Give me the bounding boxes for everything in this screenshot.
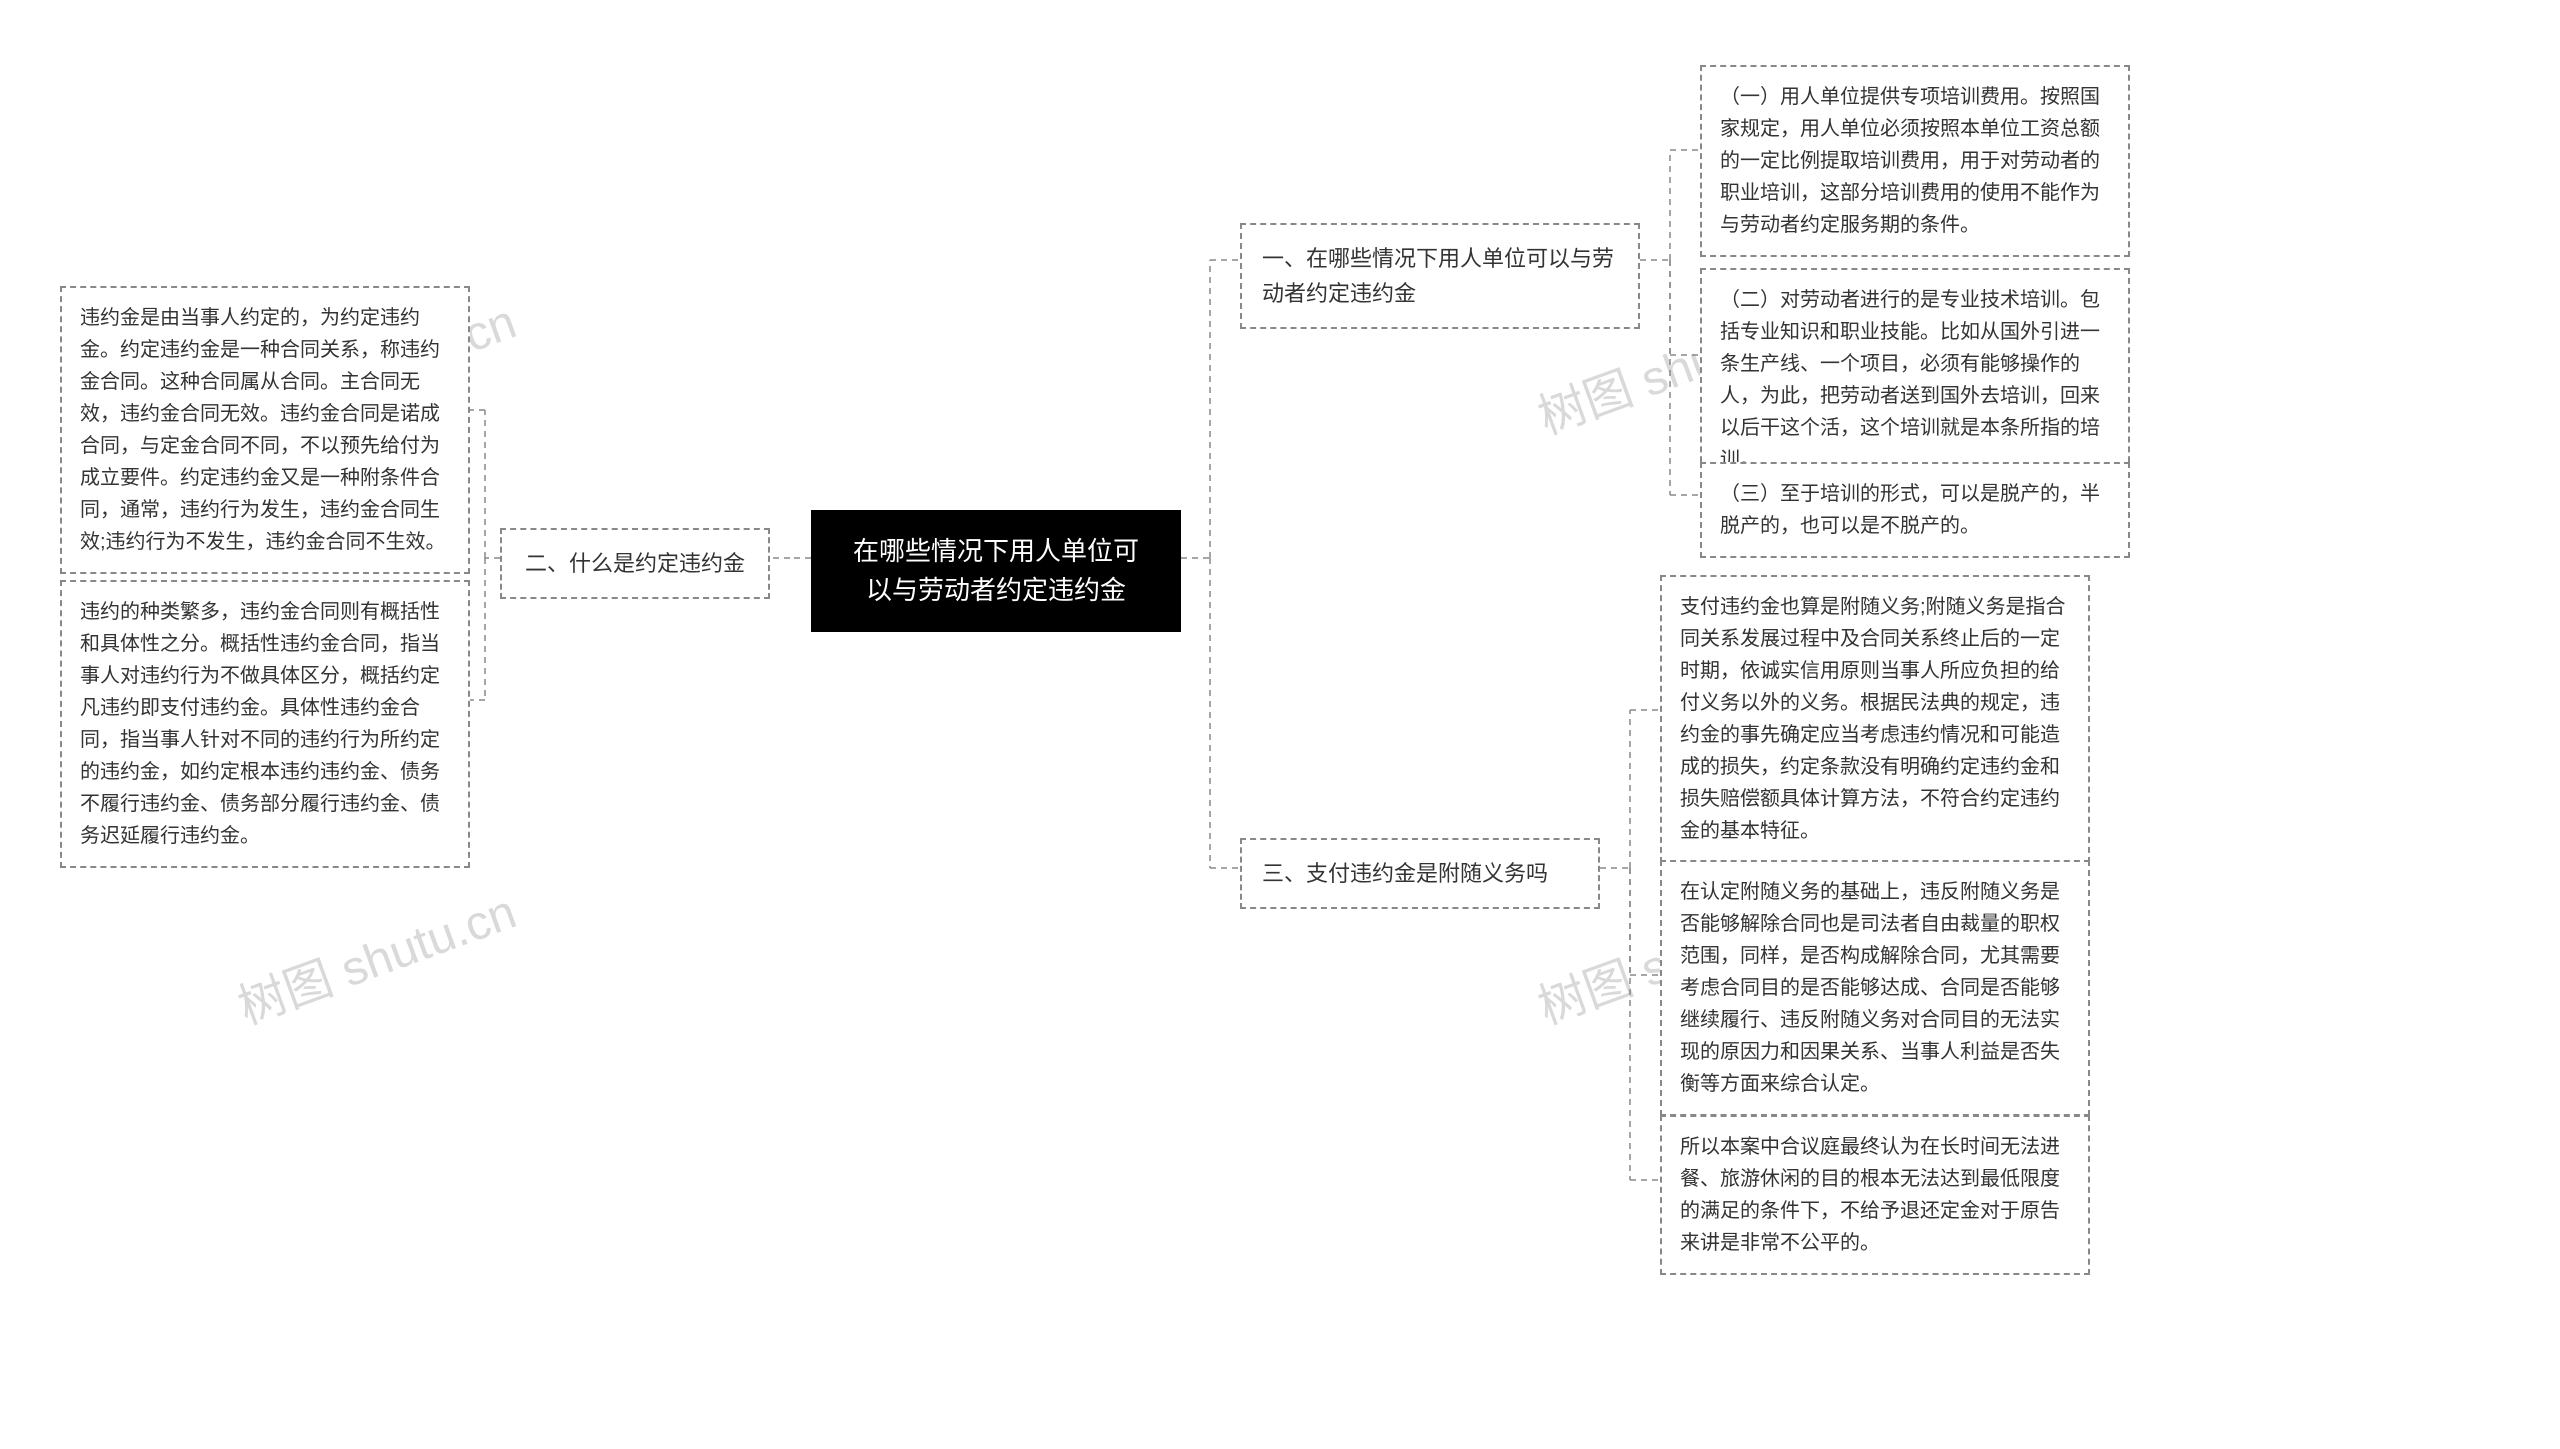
mindmap-root: 在哪些情况下用人单位可以与劳动者约定违约金	[811, 510, 1181, 632]
leaf-left-1-2: 违约的种类繁多，违约金合同则有概括性和具体性之分。概括性违约金合同，指当事人对违…	[60, 580, 470, 868]
leaf-right-2-1: 支付违约金也算是附随义务;附随义务是指合同关系发展过程中及合同关系终止后的一定时…	[1660, 575, 2090, 863]
watermark: 树图 shutu.cn	[227, 872, 524, 1037]
branch-left-1: 二、什么是约定违约金	[500, 528, 770, 599]
leaf-right-1-3: （三）至于培训的形式，可以是脱产的，半脱产的，也可以是不脱产的。	[1700, 462, 2130, 558]
branch-right-1: 一、在哪些情况下用人单位可以与劳动者约定违约金	[1240, 223, 1640, 329]
leaf-right-1-1: （一）用人单位提供专项培训费用。按照国家规定，用人单位必须按照本单位工资总额的一…	[1700, 65, 2130, 257]
leaf-right-2-3: 所以本案中合议庭最终认为在长时间无法进餐、旅游休闲的目的根本无法达到最低限度的满…	[1660, 1115, 2090, 1275]
branch-right-2: 三、支付违约金是附随义务吗	[1240, 838, 1600, 909]
leaf-right-1-2: （二）对劳动者进行的是专业技术培训。包括专业知识和职业技能。比如从国外引进一条生…	[1700, 268, 2130, 492]
leaf-right-2-2: 在认定附随义务的基础上，违反附随义务是否能够解除合同也是司法者自由裁量的职权范围…	[1660, 860, 2090, 1116]
leaf-left-1-1: 违约金是由当事人约定的，为约定违约金。约定违约金是一种合同关系，称违约金合同。这…	[60, 286, 470, 574]
